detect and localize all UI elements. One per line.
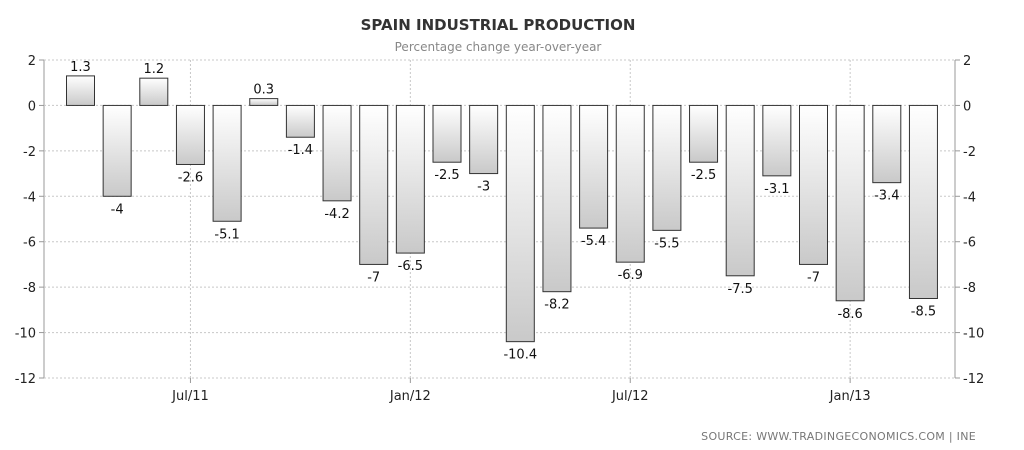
data-label: -4.2: [324, 207, 349, 222]
data-label: 1.3: [70, 60, 91, 75]
bar: [762, 104, 792, 177]
y-tick-label-left: -2: [23, 145, 36, 160]
bar: [139, 77, 169, 106]
y-tick-label-left: -6: [23, 236, 36, 251]
data-labels-layer: 1.3 -4 1.2 -2.6 -5.1 0.3 -1.4 -4.2 -7 -6.5 -2.5 -3 -…: [70, 60, 936, 363]
data-label: -8.2: [544, 298, 569, 313]
bar: [249, 98, 279, 106]
y-tick-label-left: -12: [15, 372, 36, 387]
bar: [175, 104, 205, 165]
y-tick-label-right: -12: [963, 372, 984, 387]
data-label: -10.4: [503, 348, 537, 363]
data-label: -3.1: [764, 182, 789, 197]
y-tick-label-left: 2: [28, 54, 36, 69]
data-label: -5.1: [214, 227, 239, 242]
bar: [395, 104, 425, 254]
bar: [542, 104, 572, 293]
source-note: SOURCE: WWW.TRADINGECONOMICS.COM | INE: [701, 430, 976, 443]
x-tick-label: Jan/13: [829, 389, 871, 404]
chart-subtitle: Percentage change year-over-year: [395, 40, 602, 54]
y-tick-label-left: -8: [23, 281, 36, 296]
bars-layer: [66, 75, 938, 343]
data-label: -7: [807, 270, 820, 285]
y-axis-right: 2 0 -2 -4 -6 -8 -10 -12: [955, 54, 984, 387]
bar: [359, 104, 389, 265]
x-axis: Jul/11 Jan/12 Jul/12 Jan/13: [171, 378, 871, 404]
y-tick-label-right: 2: [963, 54, 971, 69]
y-tick-label-right: -10: [963, 327, 984, 342]
bar: [505, 104, 535, 343]
bar: [285, 104, 315, 138]
bar: [652, 104, 682, 231]
data-label: -7: [367, 270, 380, 285]
bar: [908, 104, 938, 299]
bar: [689, 104, 719, 163]
x-tick-label: Jul/12: [611, 389, 649, 404]
bar: [432, 104, 462, 163]
bar: [799, 104, 828, 265]
bar: [579, 104, 609, 229]
data-label: -8.6: [837, 307, 862, 322]
data-label: -1.4: [288, 143, 313, 158]
data-label: -5.5: [654, 236, 679, 251]
data-label: -2.6: [178, 170, 203, 185]
y-tick-label-left: -4: [23, 190, 36, 205]
y-tick-label-left: -10: [15, 327, 36, 342]
data-label: -5.4: [581, 234, 606, 249]
bar: [615, 104, 645, 263]
y-tick-label-right: -4: [963, 190, 976, 205]
x-tick-label: Jul/11: [171, 389, 209, 404]
data-label: -2.5: [691, 168, 716, 183]
data-label: -3.4: [874, 189, 899, 204]
bar: [872, 104, 902, 184]
data-label: -3: [477, 180, 490, 195]
bar: [102, 104, 132, 197]
y-tick-label-right: -6: [963, 236, 976, 251]
y-tick-label-left: 0: [28, 99, 36, 114]
data-label: -6.5: [398, 259, 423, 274]
data-label: -7.5: [728, 282, 753, 297]
bar: [469, 104, 499, 175]
bar: [66, 75, 95, 106]
chart-title: SPAIN INDUSTRIAL PRODUCTION: [361, 16, 636, 34]
y-tick-label-right: -2: [963, 145, 976, 160]
data-label: -4: [111, 202, 124, 217]
bar: [725, 104, 755, 277]
data-label: -8.5: [911, 305, 936, 320]
data-label: 0.3: [253, 83, 274, 98]
bar: [212, 104, 242, 222]
data-label: -6.9: [618, 268, 643, 283]
data-label: 1.2: [143, 62, 164, 77]
y-tick-label-right: -8: [963, 281, 976, 296]
data-label: -2.5: [434, 168, 459, 183]
y-axis-left: 2 0 -2 -4 -6 -8 -10 -12: [15, 54, 44, 387]
x-tick-label: Jan/12: [389, 389, 431, 404]
y-tick-label-right: 0: [963, 99, 971, 114]
bar: [322, 104, 352, 202]
bar: [835, 104, 865, 302]
